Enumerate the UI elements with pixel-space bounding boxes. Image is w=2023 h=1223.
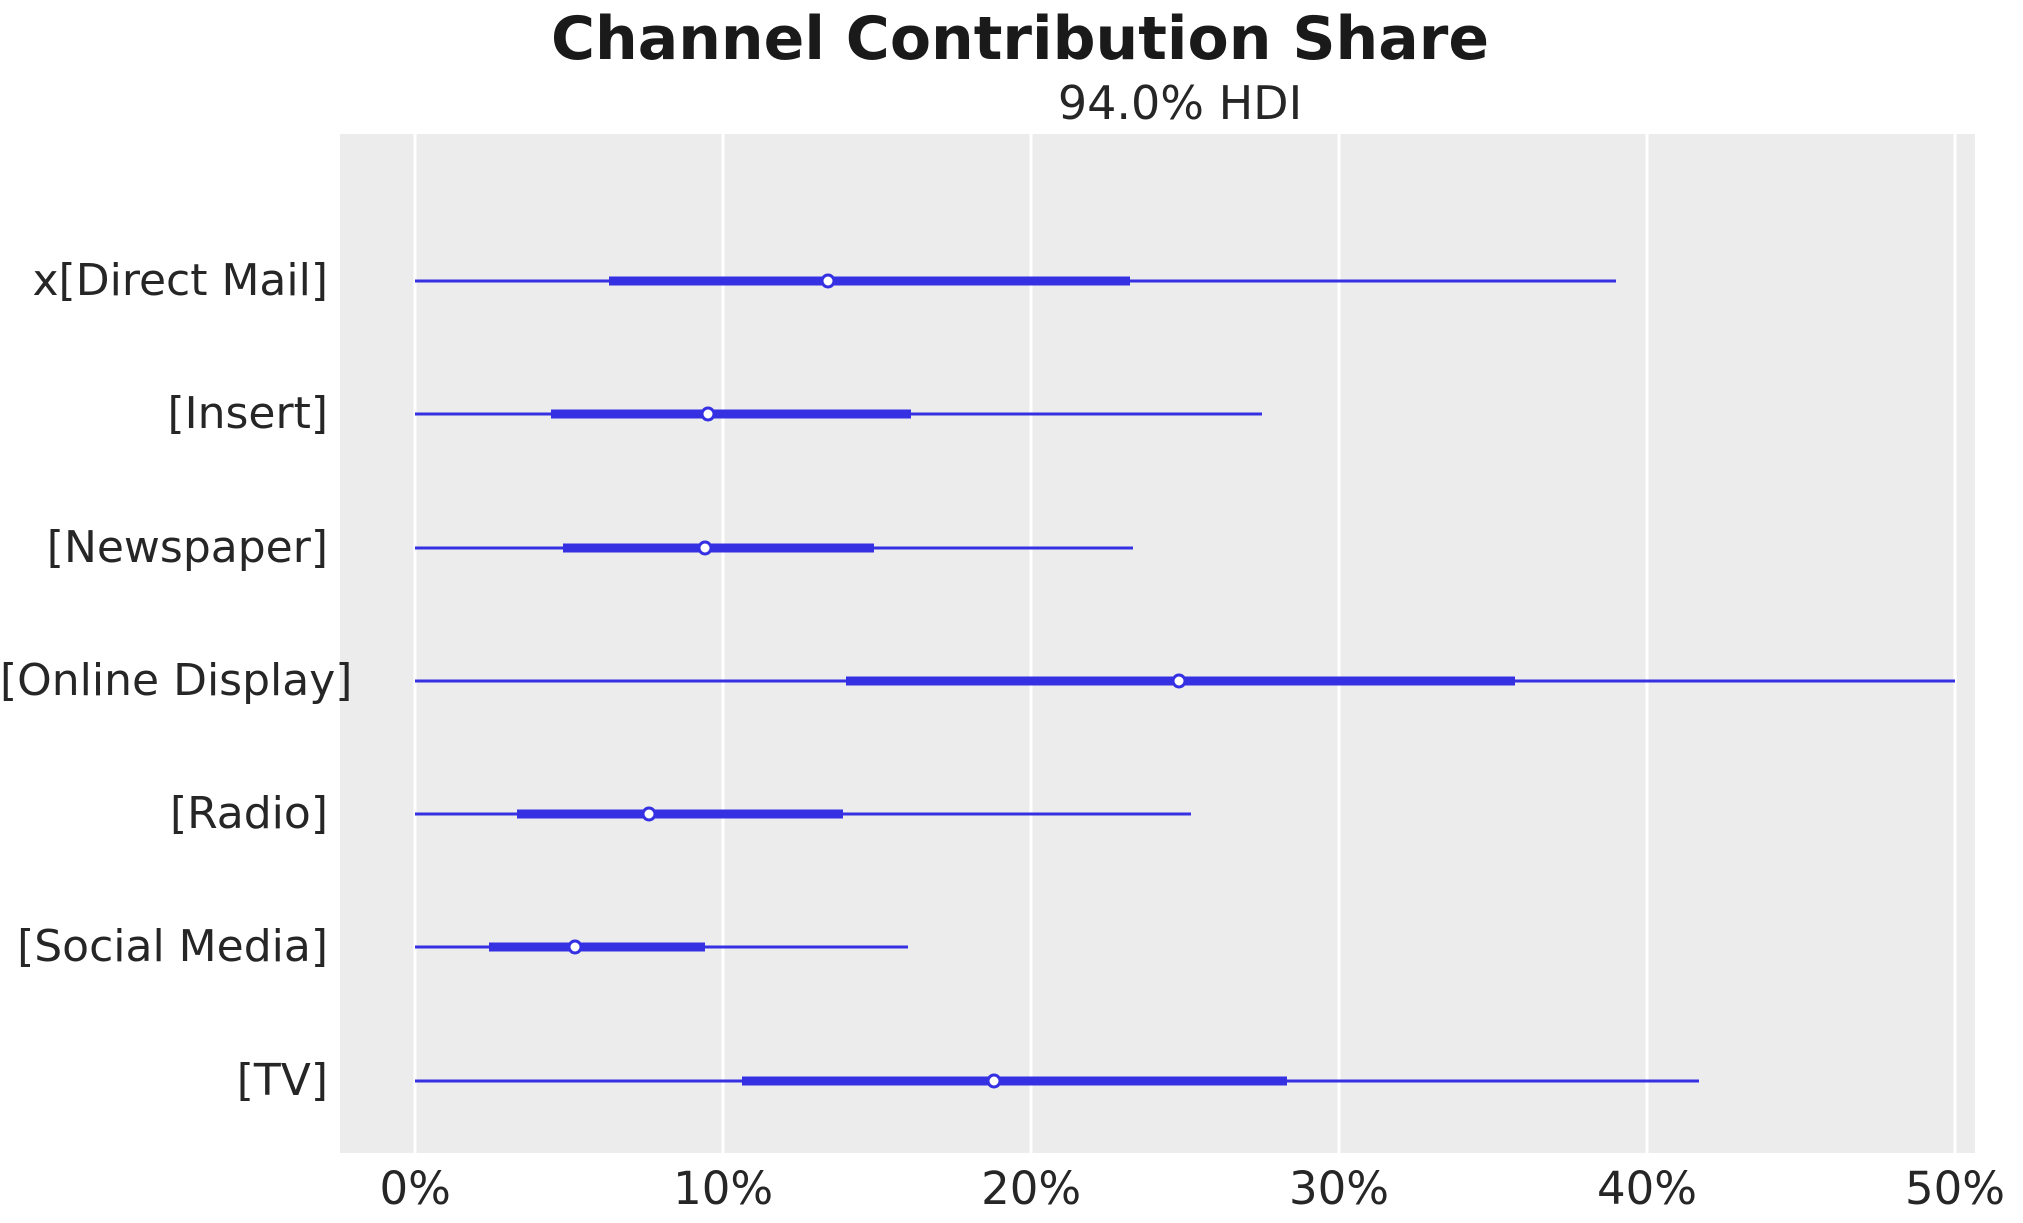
x-tick-label: 40%: [1596, 1162, 1698, 1215]
quartile-bar: [741, 1076, 1287, 1086]
x-tick-label: 20%: [981, 1162, 1082, 1215]
y-axis-label: [TV]: [236, 1054, 328, 1106]
median-marker: [986, 1073, 1002, 1089]
y-axis-label: [Online Display]: [0, 654, 353, 706]
quartile-bar: [609, 276, 1130, 286]
x-gridline: [413, 134, 417, 1153]
x-gridline: [721, 134, 725, 1153]
x-gridline: [1029, 134, 1033, 1153]
x-tick-label: 30%: [1289, 1162, 1390, 1215]
median-marker: [820, 273, 836, 289]
chart-subtitle: 94.0% HDI: [1057, 76, 1303, 130]
chart-title: Channel Contribution Share: [550, 4, 1490, 74]
quartile-bar: [550, 409, 911, 419]
quartile-bar: [489, 942, 705, 952]
median-marker: [1171, 673, 1187, 689]
y-axis-label: [Insert]: [167, 388, 328, 440]
x-gridline: [1953, 134, 1957, 1153]
x-gridline: [1645, 134, 1649, 1153]
median-marker: [697, 540, 713, 556]
quartile-bar: [516, 809, 844, 819]
y-axis-label: [Radio]: [170, 788, 328, 840]
median-marker: [700, 406, 716, 422]
y-axis-label: [Social Media]: [17, 921, 328, 973]
quartile-bar: [562, 543, 874, 553]
x-tick-label: 50%: [1904, 1162, 2005, 1215]
plot-area: [340, 134, 1975, 1153]
x-gridline: [1337, 134, 1341, 1153]
median-marker: [567, 939, 583, 955]
x-tick-label: 0%: [379, 1162, 451, 1215]
y-axis-label: x[Direct Mail]: [32, 255, 328, 307]
median-marker: [641, 806, 657, 822]
x-tick-label: 10%: [673, 1162, 774, 1215]
y-axis-label: [Newspaper]: [46, 521, 328, 573]
